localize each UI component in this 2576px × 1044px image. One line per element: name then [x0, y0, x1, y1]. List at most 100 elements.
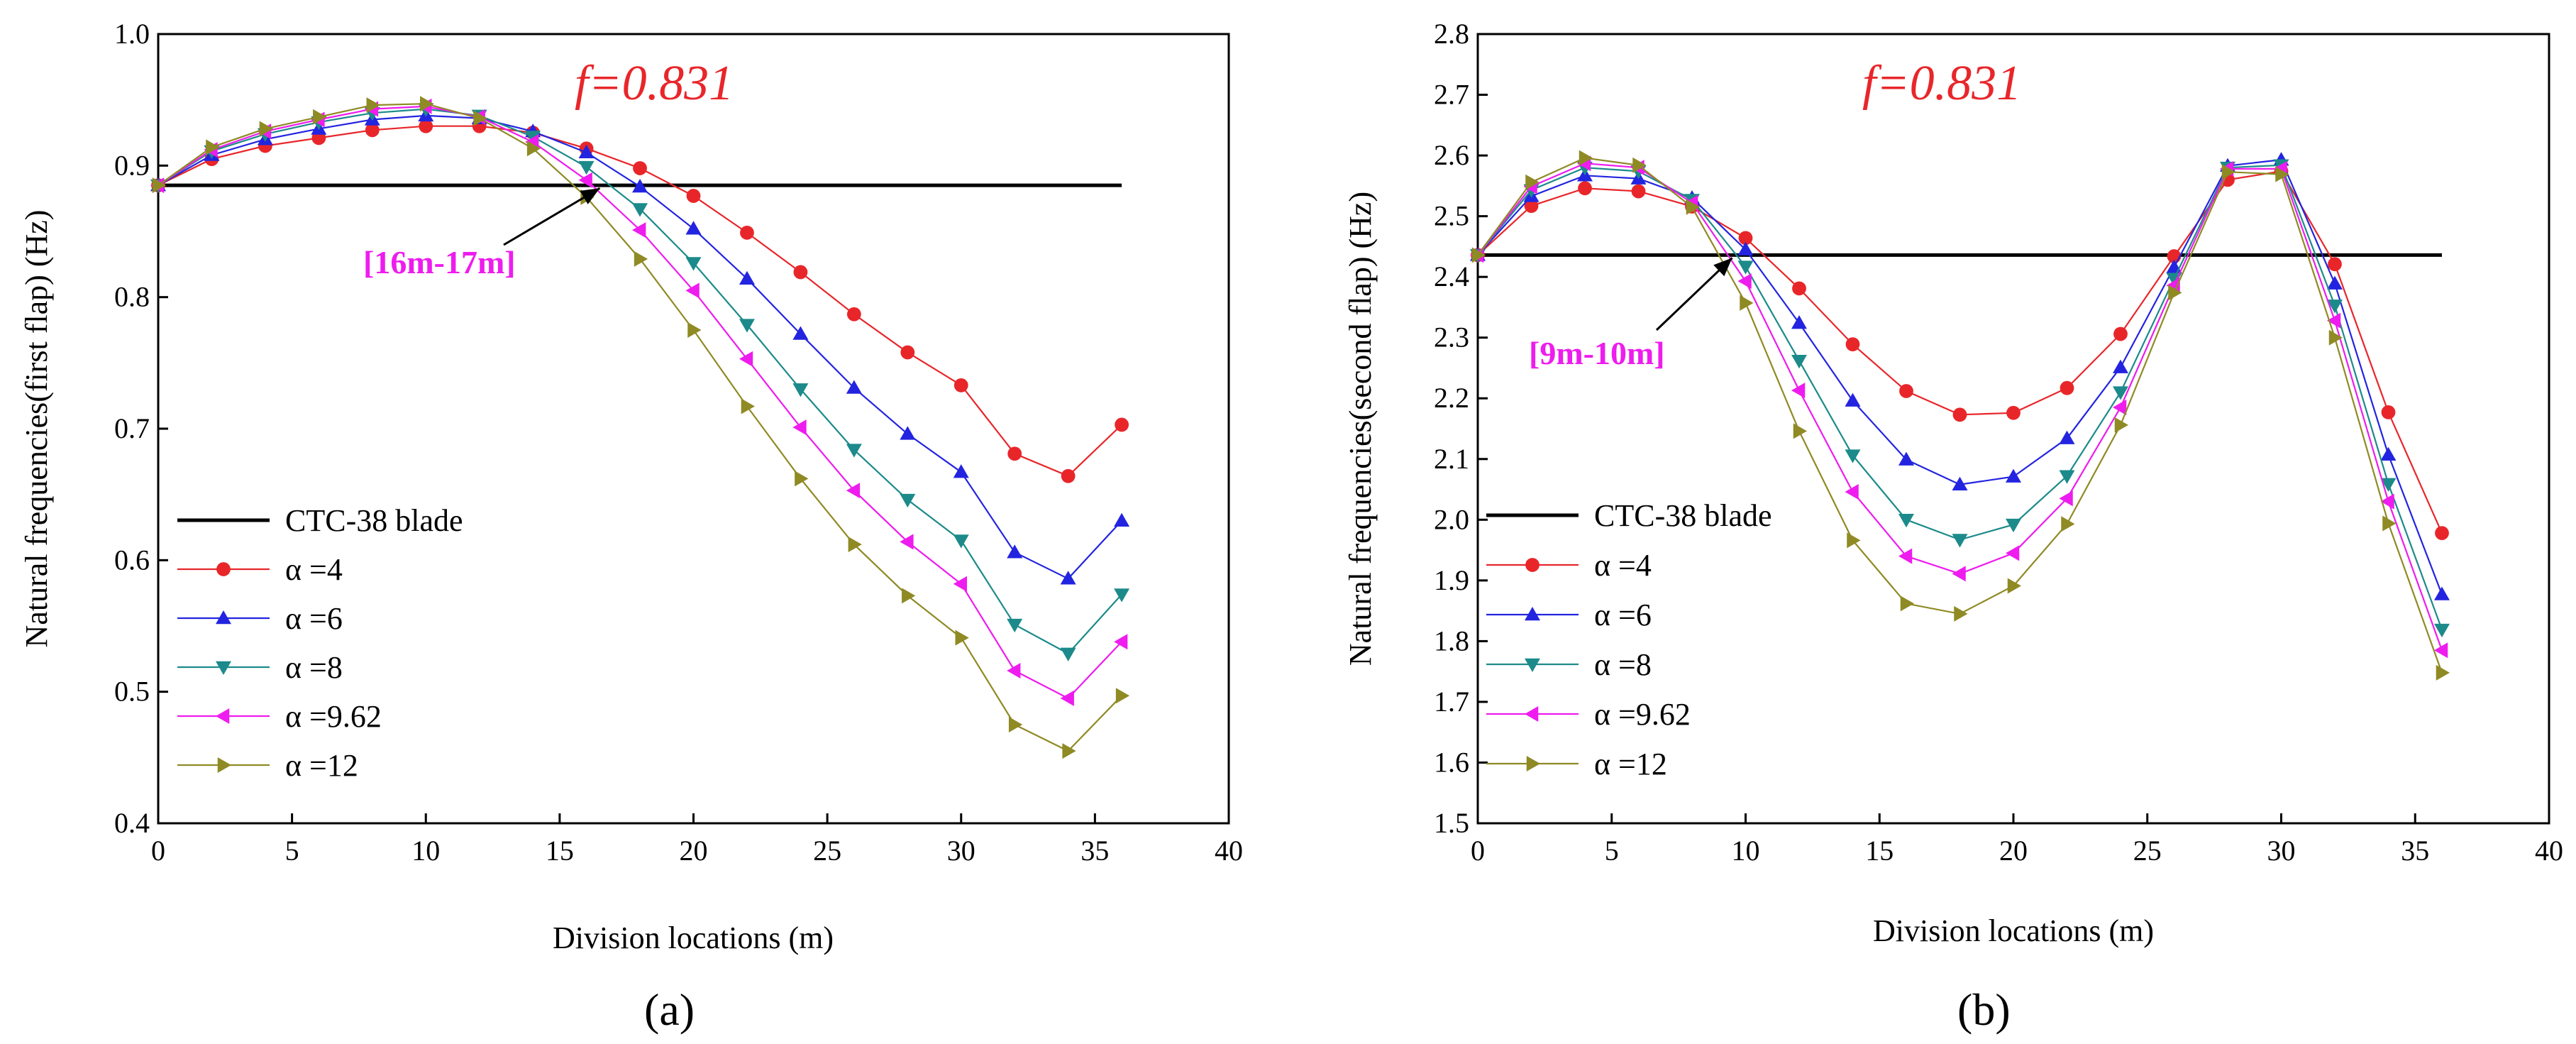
data-point — [953, 576, 967, 592]
x-tick-label: 20 — [1999, 835, 2028, 867]
data-point — [2006, 518, 2021, 533]
y-axis-ticks-a: 0.4 0.5 0.6 0.7 0.8 0.9 1.0 — [114, 18, 168, 839]
data-point — [1578, 181, 1592, 196]
data-point — [953, 534, 969, 549]
x-tick-label: 25 — [2133, 835, 2162, 867]
data-point — [953, 464, 969, 478]
data-point — [1898, 451, 1914, 466]
data-point — [2113, 386, 2128, 400]
y-tick-label: 2.4 — [1434, 260, 1469, 292]
data-point — [2006, 405, 2021, 420]
data-point — [846, 483, 861, 499]
legend-label: α =8 — [1594, 647, 1652, 682]
data-point — [2434, 642, 2448, 659]
data-point — [2380, 493, 2394, 510]
legend-marker — [216, 562, 231, 576]
series-group-b — [1470, 150, 2450, 681]
data-point — [792, 383, 809, 397]
data-point — [526, 141, 541, 157]
data-point — [1952, 407, 1967, 422]
y-tick-label: 1.5 — [1434, 807, 1469, 839]
data-point — [792, 326, 809, 340]
data-point — [902, 588, 916, 604]
data-point — [1952, 566, 1966, 582]
series-5 — [1471, 150, 2450, 681]
legend-label: α =6 — [1594, 598, 1652, 632]
data-point — [206, 139, 220, 155]
data-point — [1898, 548, 1913, 564]
x-tick-label: 25 — [813, 835, 841, 867]
y-axis-ticks-b: 1.5 1.6 1.7 1.8 1.9 2.0 2.1 2.2 2.3 2.4 2.5 2.6 2.7 2… — [1434, 18, 1488, 839]
y-axis-title-a: Natural frequencies(first flap) (Hz) — [19, 210, 54, 648]
legend-marker — [216, 610, 231, 625]
legend-marker — [1526, 756, 1540, 771]
data-point — [1793, 423, 1807, 439]
y-tick-label: 1.0 — [114, 18, 150, 50]
data-point — [900, 426, 916, 440]
x-tick-label: 20 — [680, 835, 708, 867]
legend-marker — [1525, 607, 1540, 621]
data-point — [2007, 578, 2021, 594]
legend-a: CTC-38 blade α =4 α =6 α =8 α =9.62 α =12 — [177, 503, 463, 783]
x-tick-label: 40 — [1215, 835, 1243, 867]
chart-panel-b: 1.5 1.6 1.7 1.8 1.9 2.0 2.1 2.2 2.3 2.4 2.5 2.6 2.7 2… — [1343, 18, 2563, 1035]
data-point — [1847, 532, 1861, 549]
annotation-f-b: f=0.831 — [1862, 56, 2021, 111]
data-point — [1471, 247, 1486, 263]
data-point — [1060, 647, 1076, 661]
x-tick-label: 30 — [947, 835, 975, 867]
y-tick-label: 0.4 — [114, 807, 150, 839]
legend-label: α =8 — [285, 650, 343, 685]
x-tick-label: 30 — [2267, 835, 2296, 867]
data-point — [1737, 260, 1754, 275]
data-point — [1115, 417, 1129, 432]
y-tick-label: 2.7 — [1434, 79, 1469, 111]
data-point — [1845, 392, 1861, 407]
x-axis-ticks-a: 0 5 10 15 20 25 30 35 40 — [151, 813, 1243, 867]
legend-label: α =4 — [285, 552, 343, 587]
data-point — [2113, 400, 2127, 416]
legend-marker — [217, 757, 231, 773]
x-tick-label: 5 — [1605, 835, 1619, 867]
y-tick-label: 0.8 — [114, 281, 150, 313]
data-point — [632, 222, 646, 238]
data-point — [1738, 231, 1753, 246]
data-point — [2060, 380, 2074, 395]
legend-label: α =4 — [1594, 548, 1652, 583]
data-point — [685, 282, 700, 299]
data-point — [2059, 430, 2075, 444]
y-tick-label: 0.7 — [114, 412, 150, 444]
data-point — [1114, 512, 1130, 527]
data-point — [420, 96, 434, 112]
data-point — [1737, 273, 1752, 290]
data-point — [1007, 618, 1023, 633]
data-point — [1791, 354, 1807, 369]
y-tick-label: 2.6 — [1434, 139, 1469, 171]
annotation-f-a: f=0.831 — [575, 56, 734, 111]
x-tick-label: 40 — [2535, 835, 2563, 867]
y-tick-label: 0.5 — [114, 676, 150, 708]
panel-label-a: (a) — [644, 984, 695, 1035]
data-point — [900, 345, 915, 360]
data-point — [2327, 275, 2343, 290]
data-point — [578, 144, 595, 159]
data-point — [1845, 337, 1860, 352]
y-tick-label: 0.9 — [114, 149, 150, 181]
legend-label: α =6 — [285, 601, 343, 636]
series-5 — [152, 96, 1130, 759]
y-tick-label: 2.1 — [1434, 443, 1469, 475]
y-tick-label: 1.9 — [1434, 564, 1469, 596]
data-point — [2434, 586, 2450, 600]
data-point — [1845, 483, 1859, 500]
y-tick-label: 1.6 — [1434, 746, 1469, 778]
data-point — [953, 378, 968, 392]
x-tick-label: 35 — [1080, 835, 1109, 867]
data-point — [1061, 468, 1076, 483]
data-point — [1007, 544, 1023, 559]
legend-marker — [1525, 558, 1539, 572]
data-point — [2113, 326, 2128, 341]
data-point — [2382, 515, 2397, 532]
data-point — [1952, 476, 1968, 490]
data-point — [2327, 300, 2343, 314]
